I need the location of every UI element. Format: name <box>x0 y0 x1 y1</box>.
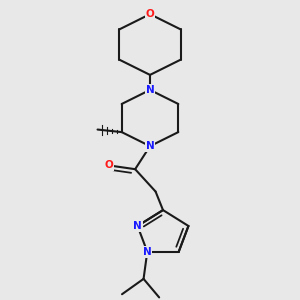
Text: N: N <box>133 221 142 231</box>
Text: O: O <box>146 9 154 19</box>
Text: N: N <box>146 141 154 151</box>
Text: N: N <box>143 247 152 257</box>
Text: N: N <box>146 85 154 95</box>
Text: O: O <box>104 160 113 170</box>
